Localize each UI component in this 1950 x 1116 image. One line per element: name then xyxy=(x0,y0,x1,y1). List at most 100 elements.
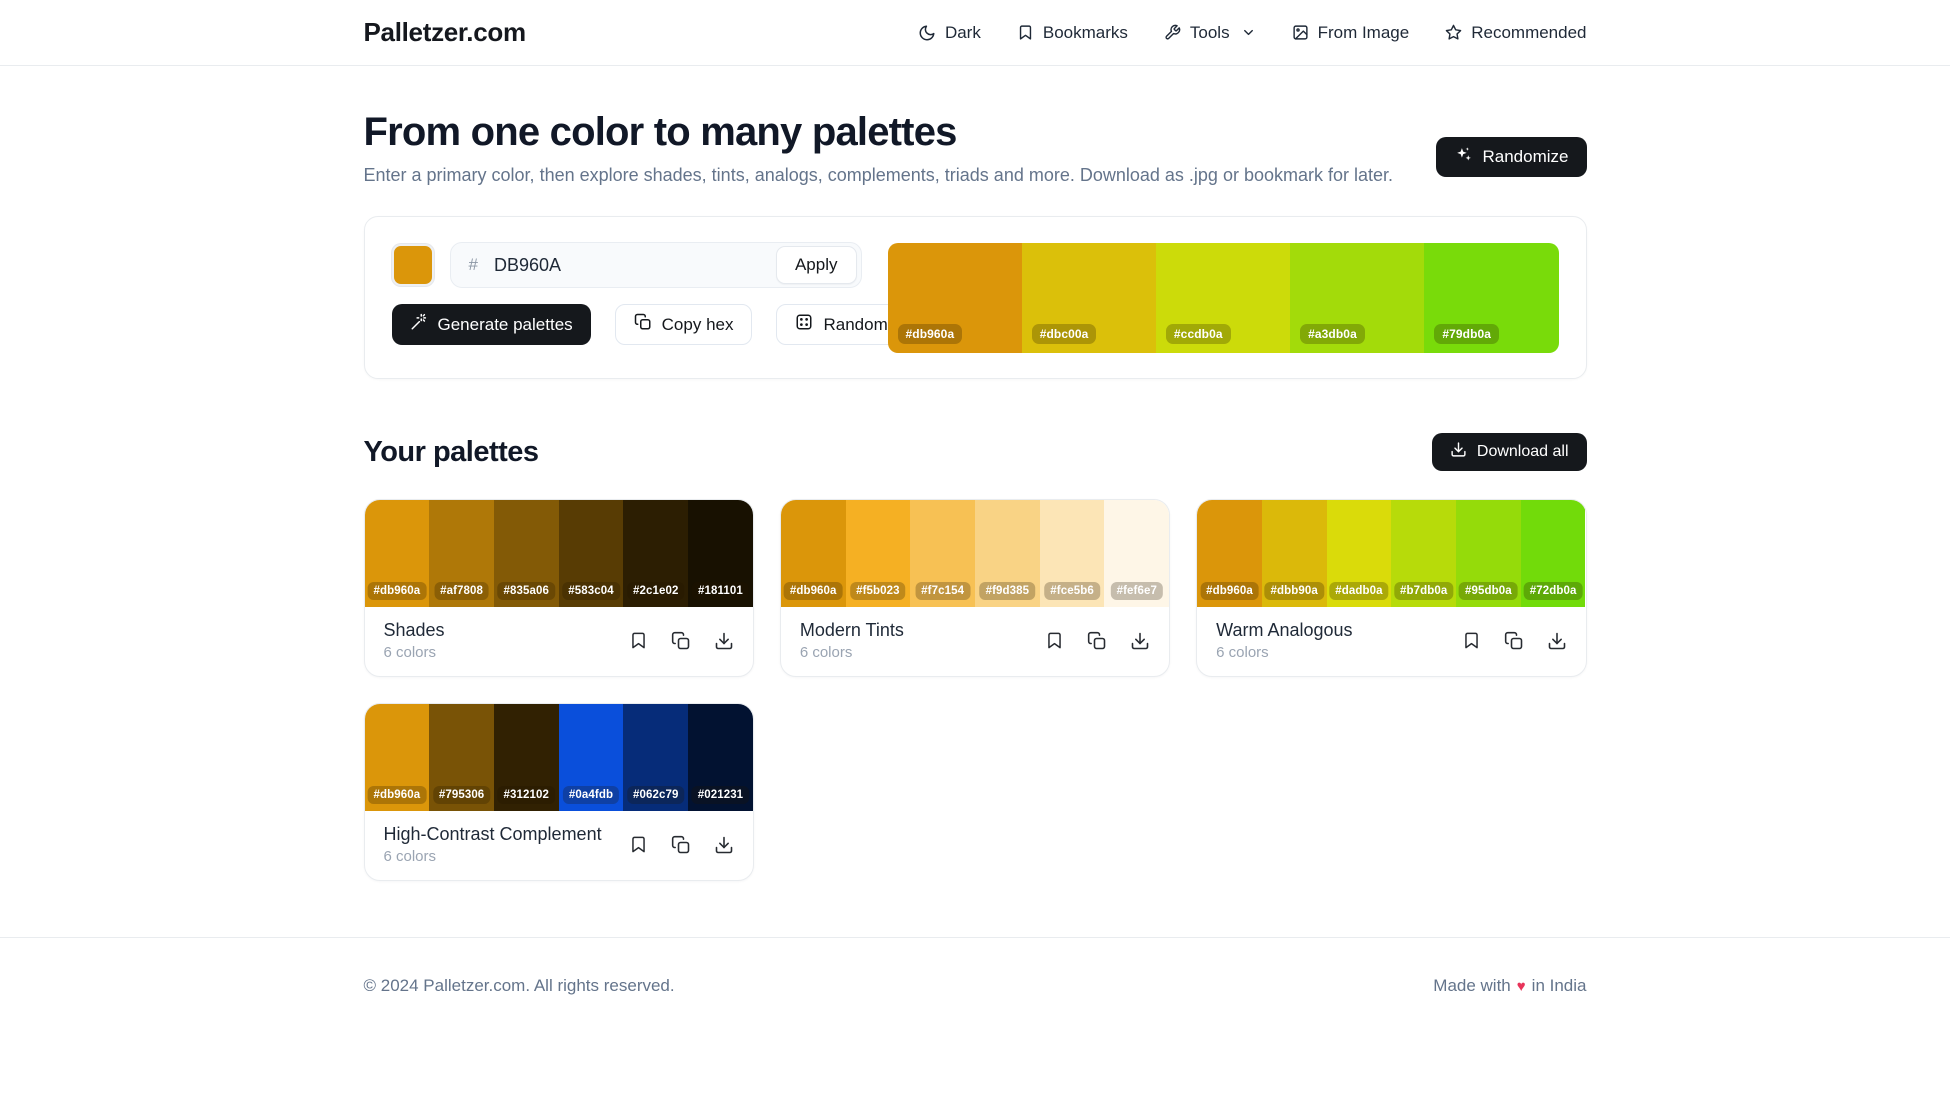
palette-swatch[interactable]: #062c79 xyxy=(623,704,689,811)
palette-swatch[interactable]: #f5b023 xyxy=(845,500,911,607)
palette-swatch[interactable]: #db960a xyxy=(364,500,430,607)
color-input-card: # Apply Generate palettes Copy hex xyxy=(363,216,1587,379)
palette-swatch[interactable]: #021231 xyxy=(688,704,753,811)
bookmark-palette-button[interactable] xyxy=(1045,631,1064,650)
randomize-button[interactable]: Randomize xyxy=(1435,137,1587,177)
nav-item-bookmarks[interactable]: Bookmarks xyxy=(1017,23,1128,43)
palette-swatch[interactable]: #181101 xyxy=(688,500,753,607)
palette-swatch[interactable]: #0a4fdb xyxy=(558,704,624,811)
random-label: Random xyxy=(823,314,888,334)
palette-swatch[interactable]: #72db0a xyxy=(1520,500,1586,607)
palette-strip: #db960a #795306 #312102 #0a4fdb #062c79 #0212… xyxy=(364,704,753,811)
card-footer: Shades 6 colors xyxy=(365,607,753,676)
bookmark-palette-button[interactable] xyxy=(629,835,648,854)
made-with-text: Made with ♥ in India xyxy=(1433,976,1586,996)
preview-swatch[interactable]: #79db0a xyxy=(1424,243,1559,353)
preview-swatch[interactable]: #ccdb0a xyxy=(1155,243,1291,353)
palette-swatch[interactable]: #f9d385 xyxy=(974,500,1040,607)
palette-swatch[interactable]: #f7c154 xyxy=(910,500,975,607)
hex-input-group: # Apply xyxy=(449,242,862,288)
apply-button[interactable]: Apply xyxy=(775,246,857,284)
palette-swatch[interactable]: #dadb0a xyxy=(1326,500,1392,607)
nav-item-label: Bookmarks xyxy=(1042,22,1128,42)
palette-swatch[interactable]: #835a06 xyxy=(493,500,559,607)
download-palette-button[interactable] xyxy=(714,631,734,651)
generate-palettes-button[interactable]: Generate palettes xyxy=(391,304,591,345)
bookmark-palette-button[interactable] xyxy=(1462,631,1481,650)
nav-item-label: Recommended xyxy=(1471,22,1587,42)
copy-icon xyxy=(634,313,652,336)
palette-swatch[interactable]: #af7808 xyxy=(429,500,494,607)
download-palette-button[interactable] xyxy=(714,835,734,855)
palette-card: #db960a #f5b023 #f7c154 #f9d385 #fce5b6 #fef6… xyxy=(779,499,1171,677)
download-all-button[interactable]: Download all xyxy=(1431,433,1587,471)
palette-strip: #db960a #f5b023 #f7c154 #f9d385 #fce5b6 #fef6… xyxy=(780,500,1170,607)
hex-label: #72db0a xyxy=(1523,582,1583,600)
chevron-down-icon xyxy=(1241,25,1256,40)
palette-card: #db960a #dbb90a #dadb0a #b7db0a #95db0a #72db… xyxy=(1196,499,1587,677)
color-swatch[interactable] xyxy=(391,244,434,286)
palette-swatch[interactable]: #2c1e02 xyxy=(623,500,689,607)
hex-label: #2c1e02 xyxy=(626,582,685,600)
nav-item-recommended[interactable]: Recommended xyxy=(1445,22,1587,43)
download-icon xyxy=(714,631,734,651)
hex-label: #f7c154 xyxy=(915,582,971,600)
hash-prefix: # xyxy=(468,255,478,274)
palette-swatch[interactable]: #db960a xyxy=(780,500,846,607)
download-icon xyxy=(1130,631,1150,651)
page-title: From one color to many palettes xyxy=(363,110,958,154)
heart-icon: ♥ xyxy=(1516,977,1526,995)
dice-icon xyxy=(795,313,813,336)
moon-icon xyxy=(918,24,936,42)
hex-label: #db960a xyxy=(897,324,963,344)
copy-palette-button[interactable] xyxy=(1087,631,1107,651)
copy-icon xyxy=(671,631,691,651)
hex-label: #95db0a xyxy=(1459,582,1518,600)
download-palette-button[interactable] xyxy=(1547,631,1567,651)
header: Palletzer.com Dark Bookmarks Tools From Ima… xyxy=(0,0,1950,66)
copy-palette-button[interactable] xyxy=(1504,631,1524,651)
random-button[interactable]: Random xyxy=(776,304,907,345)
bookmark-palette-button[interactable] xyxy=(629,631,648,650)
nav-item-from-image[interactable]: From Image xyxy=(1292,23,1409,43)
palette-swatch[interactable]: #dbb90a xyxy=(1261,500,1327,607)
wand-icon xyxy=(410,313,428,336)
palette-swatch[interactable]: #db960a xyxy=(364,704,430,811)
palette-swatch[interactable]: #95db0a xyxy=(1456,500,1521,607)
nav-item-dark[interactable]: Dark xyxy=(918,23,981,43)
hex-label: #a3db0a xyxy=(1300,324,1365,344)
palette-swatch[interactable]: #583c04 xyxy=(558,500,624,607)
palette-swatch[interactable]: #fce5b6 xyxy=(1039,500,1105,607)
palette-swatch[interactable]: #b7db0a xyxy=(1391,500,1457,607)
hex-label: #dbb90a xyxy=(1264,582,1324,600)
nav-item-tools[interactable]: Tools xyxy=(1164,23,1256,43)
palette-swatch[interactable]: #fef6e7 xyxy=(1104,500,1170,607)
palette-swatch[interactable]: #312102 xyxy=(493,704,559,811)
hex-label: #db960a xyxy=(783,582,843,600)
site-logo[interactable]: Palletzer.com xyxy=(363,17,527,47)
card-actions xyxy=(1462,631,1567,651)
download-palette-button[interactable] xyxy=(1130,631,1150,651)
preview-swatch[interactable]: #a3db0a xyxy=(1290,243,1425,353)
hex-input[interactable] xyxy=(493,254,772,276)
palette-swatch[interactable]: #795306 xyxy=(429,704,494,811)
wrench-icon xyxy=(1164,24,1181,41)
hex-label: #0a4fdb xyxy=(562,786,620,804)
generate-palettes-label: Generate palettes xyxy=(437,314,573,334)
nav-item-label: Dark xyxy=(944,22,981,42)
preview-palette: #db960a #dbc00a #ccdb0a #a3db0a #79db0a xyxy=(887,243,1559,353)
hex-label: #dbc00a xyxy=(1031,324,1097,344)
bookmark-icon xyxy=(629,631,648,650)
palette-count: 6 colors xyxy=(799,644,853,661)
palette-title: Shades xyxy=(383,620,445,640)
preview-swatch[interactable]: #db960a xyxy=(887,243,1022,353)
palette-swatch[interactable]: #db960a xyxy=(1197,500,1262,607)
copy-palette-button[interactable] xyxy=(671,631,691,651)
hex-label: #db960a xyxy=(367,582,427,600)
main-nav: Dark Bookmarks Tools From Image Recommended xyxy=(918,23,1587,43)
copy-palette-button[interactable] xyxy=(671,835,691,855)
hex-label: #db960a xyxy=(367,786,427,804)
copy-hex-button[interactable]: Copy hex xyxy=(614,304,753,345)
your-palettes-title: Your palettes xyxy=(363,435,540,468)
preview-swatch[interactable]: #dbc00a xyxy=(1021,243,1156,353)
